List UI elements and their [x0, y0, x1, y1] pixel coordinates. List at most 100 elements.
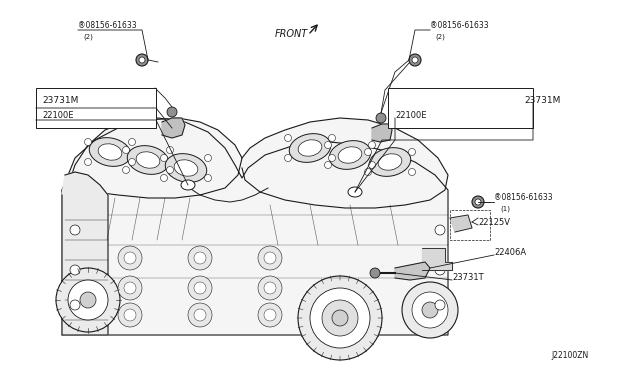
Circle shape — [70, 300, 80, 310]
Circle shape — [194, 252, 206, 264]
Circle shape — [264, 309, 276, 321]
Circle shape — [258, 276, 282, 300]
Circle shape — [205, 174, 211, 182]
Circle shape — [408, 148, 415, 155]
Circle shape — [205, 154, 211, 161]
Circle shape — [124, 309, 136, 321]
Circle shape — [161, 154, 168, 161]
Polygon shape — [162, 118, 185, 138]
Polygon shape — [242, 118, 448, 208]
Circle shape — [328, 154, 335, 161]
Text: 23731M: 23731M — [42, 96, 78, 105]
Text: 22406A: 22406A — [494, 248, 526, 257]
Bar — [388, 88, 533, 128]
Circle shape — [402, 282, 458, 338]
Circle shape — [122, 147, 129, 154]
Circle shape — [328, 135, 335, 141]
Circle shape — [70, 265, 80, 275]
Circle shape — [118, 303, 142, 327]
Circle shape — [370, 268, 380, 278]
Circle shape — [80, 292, 96, 308]
Circle shape — [136, 54, 148, 66]
Circle shape — [129, 158, 136, 166]
Circle shape — [298, 276, 382, 360]
Circle shape — [472, 196, 484, 208]
Circle shape — [188, 276, 212, 300]
Text: ®08156-61633: ®08156-61633 — [78, 21, 136, 30]
Circle shape — [56, 268, 120, 332]
Text: ®08156-61633: ®08156-61633 — [430, 21, 488, 30]
Circle shape — [118, 276, 142, 300]
Text: (2): (2) — [435, 33, 445, 39]
Ellipse shape — [338, 147, 362, 163]
Text: FRONT: FRONT — [275, 29, 308, 39]
Circle shape — [310, 288, 370, 348]
Circle shape — [139, 57, 145, 63]
Circle shape — [258, 246, 282, 270]
Ellipse shape — [289, 134, 331, 162]
Circle shape — [409, 54, 421, 66]
Circle shape — [194, 309, 206, 321]
Ellipse shape — [348, 187, 362, 197]
Circle shape — [285, 154, 291, 161]
Circle shape — [412, 57, 418, 63]
Polygon shape — [450, 215, 472, 232]
Ellipse shape — [89, 138, 131, 166]
Circle shape — [129, 138, 136, 145]
Polygon shape — [62, 172, 108, 335]
Ellipse shape — [174, 160, 198, 176]
Circle shape — [369, 141, 376, 148]
Polygon shape — [395, 262, 430, 280]
Circle shape — [324, 161, 332, 169]
Circle shape — [118, 246, 142, 270]
Circle shape — [124, 282, 136, 294]
Text: (1): (1) — [500, 205, 510, 212]
Polygon shape — [422, 248, 452, 270]
Circle shape — [475, 199, 481, 205]
Bar — [36, 88, 156, 128]
Ellipse shape — [165, 154, 207, 182]
Circle shape — [167, 107, 177, 117]
Circle shape — [365, 148, 371, 155]
Circle shape — [188, 303, 212, 327]
Ellipse shape — [329, 141, 371, 169]
Circle shape — [68, 280, 108, 320]
Circle shape — [332, 310, 348, 326]
Circle shape — [365, 169, 371, 176]
Text: (2): (2) — [83, 33, 93, 39]
Circle shape — [84, 138, 92, 145]
Circle shape — [161, 174, 168, 182]
Ellipse shape — [98, 144, 122, 160]
Circle shape — [376, 113, 386, 123]
Circle shape — [166, 147, 173, 154]
Circle shape — [122, 167, 129, 173]
Ellipse shape — [181, 180, 195, 190]
Ellipse shape — [136, 152, 160, 168]
Circle shape — [322, 300, 358, 336]
Circle shape — [285, 135, 291, 141]
Circle shape — [264, 252, 276, 264]
Circle shape — [264, 282, 276, 294]
Polygon shape — [62, 118, 242, 198]
Text: 22100E: 22100E — [42, 111, 74, 120]
Circle shape — [324, 141, 332, 148]
Polygon shape — [372, 124, 392, 142]
Circle shape — [435, 300, 445, 310]
Ellipse shape — [378, 154, 402, 170]
Circle shape — [412, 292, 448, 328]
Circle shape — [408, 169, 415, 176]
Circle shape — [369, 161, 376, 169]
Ellipse shape — [298, 140, 322, 156]
Text: 22100E: 22100E — [395, 111, 426, 120]
Circle shape — [84, 158, 92, 166]
Circle shape — [166, 167, 173, 173]
Text: 22125V: 22125V — [478, 218, 510, 227]
Circle shape — [70, 225, 80, 235]
Text: 23731T: 23731T — [452, 273, 484, 282]
Circle shape — [194, 282, 206, 294]
Circle shape — [188, 246, 212, 270]
Ellipse shape — [127, 145, 169, 174]
Text: ®08156-61633: ®08156-61633 — [494, 193, 552, 202]
Ellipse shape — [369, 148, 411, 176]
Text: J22100ZN: J22100ZN — [551, 351, 588, 360]
